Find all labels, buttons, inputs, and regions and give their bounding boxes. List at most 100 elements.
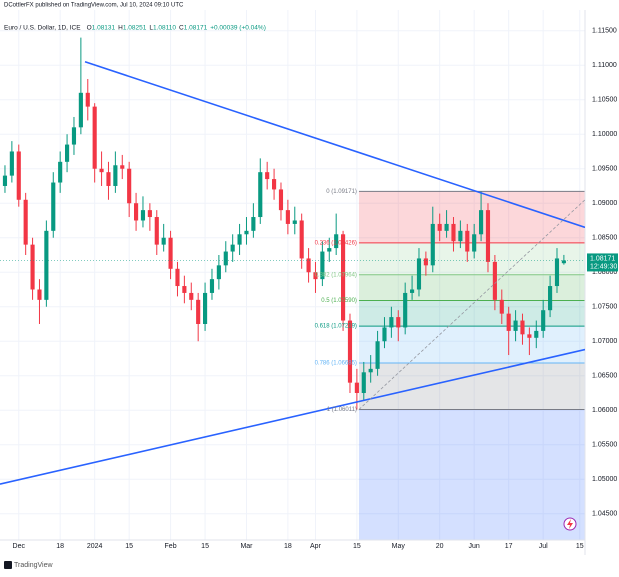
candle-body <box>175 268 180 287</box>
legend-change: +0.00039 (+0.04%) <box>210 25 266 32</box>
alert-icon-bolt <box>567 519 573 529</box>
x-tick-label: May <box>392 543 406 550</box>
plot-area <box>0 37 585 485</box>
legend-value: 1.08131 <box>92 25 116 32</box>
candle-body <box>51 182 56 231</box>
candle-body <box>99 168 104 173</box>
price-label-box <box>587 253 618 272</box>
candle-body <box>396 317 401 328</box>
candle-body <box>472 234 477 252</box>
trendline <box>0 348 585 485</box>
candle-body <box>437 223 442 231</box>
fib-label: 0.236 (1.08426) <box>315 240 357 246</box>
y-tick-label: 1.07000 <box>592 338 617 345</box>
candle-body <box>306 258 311 273</box>
candle-body <box>182 286 187 293</box>
x-tick-label: Mar <box>240 543 253 550</box>
candle-body <box>251 217 256 231</box>
candle-body <box>23 199 28 245</box>
candle-body <box>65 144 70 162</box>
legend: Euro / U.S. Dollar, 1D, ICE O 1.08131 H 1.08… <box>4 25 266 32</box>
y-tick-label: 1.06500 <box>592 373 617 380</box>
candle-body <box>2 175 8 186</box>
x-tick-label: 18 <box>56 543 64 550</box>
candle-body <box>258 172 263 218</box>
candle-body <box>347 320 353 383</box>
legend-key: H <box>118 25 123 32</box>
y-tick-label: 1.10500 <box>592 97 617 104</box>
candle-body <box>327 248 332 252</box>
header: DCottlerFX published on TradingView.com,… <box>4 3 184 9</box>
footer: TradingView <box>14 562 53 569</box>
candle-body <box>120 165 125 169</box>
fib-zone <box>358 362 585 410</box>
fib-label: 0.618 (1.07219) <box>315 324 357 330</box>
trendline <box>358 199 585 410</box>
candle-body <box>423 258 428 266</box>
x-tick-label: 20 <box>436 543 444 550</box>
candle-body <box>203 292 208 324</box>
candle-body <box>71 127 77 145</box>
y-tick-label: 1.09500 <box>592 166 617 173</box>
candle-body <box>265 172 270 180</box>
legend-key: C <box>179 25 184 32</box>
candle-body <box>561 260 566 264</box>
y-tick-label: 1.08500 <box>592 235 617 242</box>
x-tick-label: 17 <box>505 543 513 550</box>
candle-body <box>520 320 525 335</box>
candle-body <box>416 258 422 290</box>
candle-body <box>354 382 359 394</box>
fib-label: 0.5 (1.07590) <box>321 298 357 304</box>
candle-body <box>272 179 277 190</box>
y-tick-label: 1.04500 <box>592 511 617 518</box>
candle-body <box>106 172 111 186</box>
candle-body <box>465 230 470 252</box>
y-tick-label: 1.10000 <box>592 131 617 138</box>
candle-body <box>403 292 408 328</box>
x-tick-label: Jul <box>539 543 548 550</box>
candle-body <box>389 317 394 328</box>
fib-zone <box>358 326 585 363</box>
countdown: 12:49:30 <box>590 263 617 270</box>
legend-key: L <box>149 25 153 32</box>
candle-body <box>237 234 242 245</box>
price-label: 1.08171 <box>590 255 615 262</box>
candle-body <box>368 368 373 373</box>
candle-body <box>341 234 346 321</box>
candle-body <box>513 320 518 331</box>
candle-body <box>444 223 449 231</box>
fib-label: 1 (1.06011) <box>327 407 357 413</box>
candle-body <box>230 244 235 252</box>
y-tick-label: 1.06000 <box>592 407 617 414</box>
candle-body <box>313 272 318 280</box>
candle-body <box>16 151 21 200</box>
candle-body <box>458 230 463 242</box>
y-tick-label: 1.05000 <box>592 476 617 483</box>
y-tick-label: 1.11000 <box>592 62 617 69</box>
candle-body <box>506 313 511 331</box>
candle-body <box>485 210 491 262</box>
x-tick-label: Dec <box>13 543 26 550</box>
candle-body <box>479 210 484 235</box>
fib-label: 0.382 (1.07964) <box>315 272 357 278</box>
y-tick-label: 1.08000 <box>592 269 617 276</box>
legend-value: 1.08110 <box>153 25 176 32</box>
trendline <box>84 60 585 229</box>
x-tick-label: 18 <box>284 543 292 550</box>
candle-body <box>451 223 456 242</box>
candle-body <box>127 168 132 204</box>
candle-body <box>292 220 297 224</box>
candle-body <box>78 92 83 128</box>
legend-key: O <box>87 25 92 32</box>
candle-body <box>92 106 97 169</box>
candle-body <box>334 234 339 249</box>
x-tick-label: Jun <box>469 543 480 550</box>
candle-body <box>361 372 366 394</box>
candle-body <box>85 92 90 107</box>
candle-body <box>382 327 387 342</box>
y-tick-label: 1.09000 <box>592 200 617 207</box>
x-tick-label: 15 <box>353 543 361 550</box>
x-tick-label: Feb <box>165 543 177 550</box>
fib-zone <box>358 409 585 540</box>
y-tick-label: 1.11500 <box>592 28 617 35</box>
